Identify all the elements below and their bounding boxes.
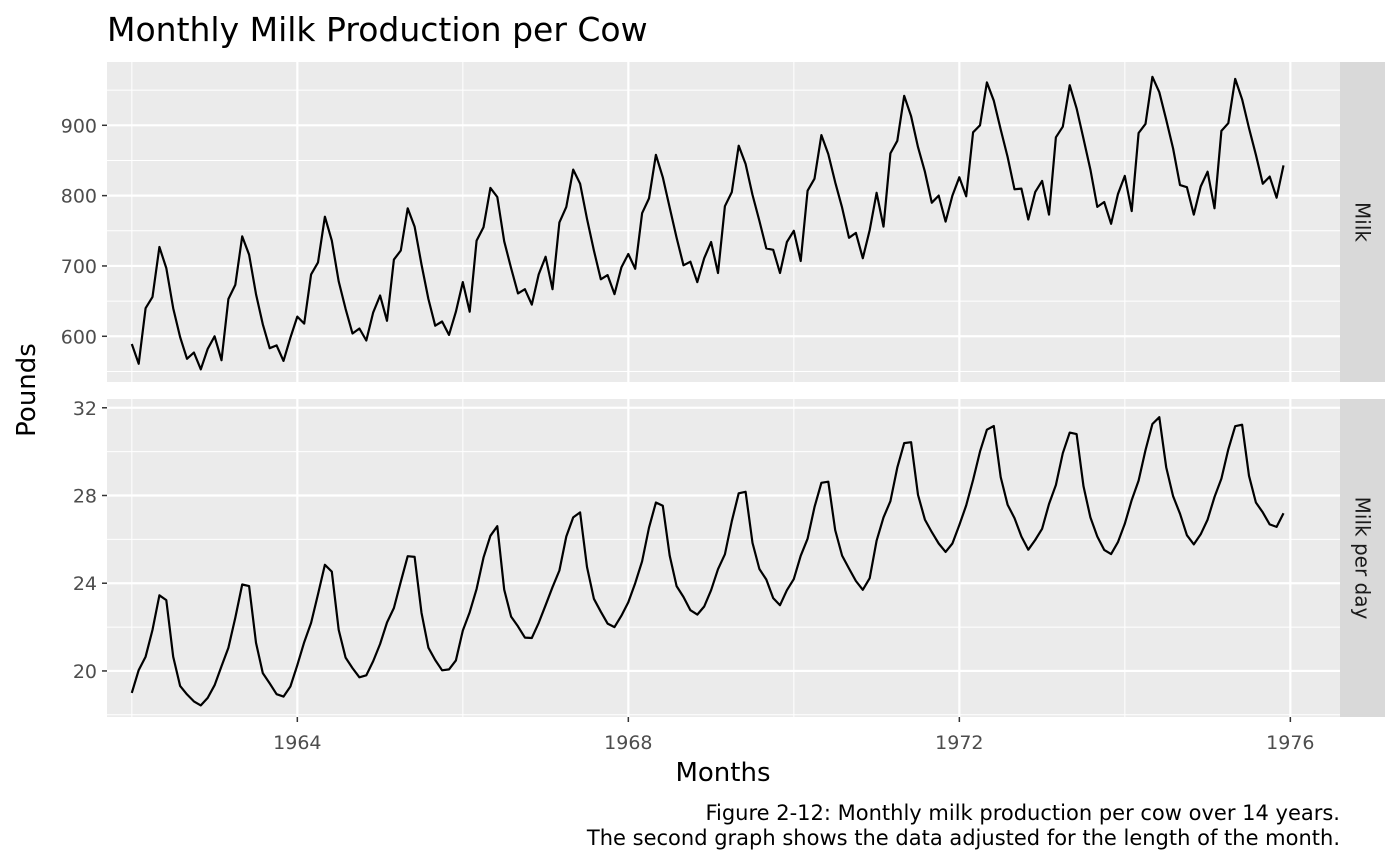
x-tick-label: 1976 xyxy=(1266,732,1314,754)
series-line xyxy=(130,75,1285,371)
facet-strip xyxy=(1340,62,1385,382)
facet-strip-label: Milk xyxy=(1351,202,1375,242)
series-line xyxy=(130,416,1285,707)
chart-title: Monthly Milk Production per Cow xyxy=(107,10,648,49)
y-axis-title: Pounds xyxy=(12,343,42,437)
y-tick-label: 28 xyxy=(73,485,97,507)
y-tick-label: 24 xyxy=(73,573,97,595)
y-tick-label: 20 xyxy=(73,661,97,683)
milk-panel: 600 700 800 900 Milk xyxy=(61,62,1385,382)
caption-line-1: Figure 2-12: Monthly milk production per… xyxy=(705,801,1340,825)
facet-strip-label: Milk per day xyxy=(1351,497,1375,620)
x-tick-label: 1968 xyxy=(604,732,652,754)
facet-strip xyxy=(1340,399,1385,717)
x-tick-label: 1972 xyxy=(935,732,983,754)
x-axis: 1964 1968 1972 1976 xyxy=(273,717,1315,754)
y-tick-label: 32 xyxy=(73,398,97,420)
x-axis-title: Months xyxy=(675,758,770,788)
y-tick-label: 900 xyxy=(61,115,97,137)
y-tick-label: 700 xyxy=(61,256,97,278)
y-tick-label: 600 xyxy=(61,326,97,348)
milk-per-day-panel: 20 24 28 32 Milk per day xyxy=(73,398,1385,717)
x-tick-label: 1964 xyxy=(273,732,321,754)
y-tick-label: 800 xyxy=(61,186,97,208)
caption-line-2: The second graph shows the data adjusted… xyxy=(586,826,1340,850)
